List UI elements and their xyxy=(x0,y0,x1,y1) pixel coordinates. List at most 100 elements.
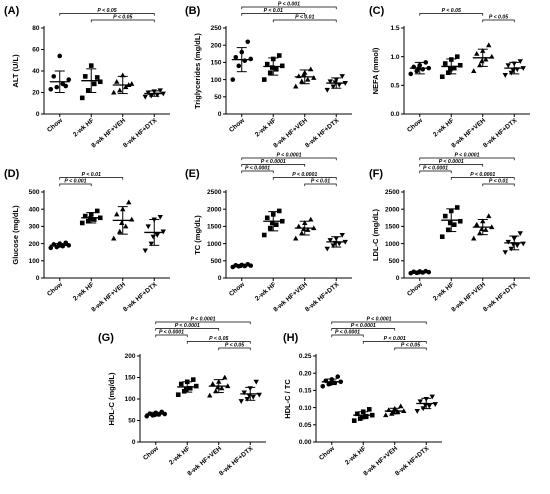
data-point xyxy=(114,78,120,84)
p-value-label: P < 0.0001 xyxy=(470,172,495,178)
p-value-label: P < 0.0001 xyxy=(245,166,270,172)
data-point xyxy=(483,227,489,232)
y-axis-title: TC (mg/dL) xyxy=(193,215,202,255)
data-point xyxy=(305,227,311,232)
data-point xyxy=(273,66,279,72)
y-tick-label: 1.5 xyxy=(390,25,399,32)
data-point xyxy=(454,205,460,210)
y-tick-label: 500 xyxy=(211,258,222,265)
data-point xyxy=(269,65,275,70)
data-point xyxy=(51,74,57,79)
data-point xyxy=(82,74,88,79)
data-point xyxy=(267,70,273,76)
data-point xyxy=(193,383,199,389)
data-point xyxy=(148,241,154,247)
y-axis-title: Triglycerides (mg/dL) xyxy=(193,33,202,109)
data-point xyxy=(517,231,523,237)
data-point xyxy=(154,233,160,238)
y-tick-label: 500 xyxy=(389,258,400,265)
p-value-label: P < 0.05 xyxy=(489,15,508,21)
data-point xyxy=(293,83,299,89)
p-value-label: P < 0.0001 xyxy=(366,317,391,323)
data-point xyxy=(85,88,91,93)
data-point xyxy=(253,379,259,385)
data-point xyxy=(63,240,69,246)
p-value-label: P < 0.0001 xyxy=(261,159,286,165)
x-category-label: 8-wk HF+DTX xyxy=(122,281,159,314)
y-tick-label: 1000 xyxy=(207,241,222,248)
data-point xyxy=(445,227,451,233)
significance-bracket xyxy=(482,19,515,23)
data-point xyxy=(82,213,88,219)
data-point xyxy=(66,77,72,82)
p-value-label: P < 0.0001 xyxy=(454,153,479,159)
x-category-label: 2-wk HF xyxy=(254,281,278,302)
panels-group: (A) ALT (U/L) 0 20 40 60 80 Chow 2-wk HF 8-wk HF+… xyxy=(4,2,530,478)
data-point xyxy=(502,250,508,255)
y-tick-label: 0.00 xyxy=(299,439,312,446)
significance-bracket xyxy=(331,321,427,325)
data-point xyxy=(250,394,256,400)
data-point xyxy=(330,84,336,90)
p-value-label: P < 0.0001 xyxy=(190,317,215,323)
significance-bracket xyxy=(59,177,124,180)
data-point xyxy=(442,61,448,66)
data-point xyxy=(51,242,57,247)
data-point xyxy=(111,235,117,241)
significance-bracket xyxy=(90,19,155,23)
y-tick-label: 200 xyxy=(211,42,222,49)
x-category-label: 2-wk HF xyxy=(432,281,456,302)
data-point xyxy=(439,74,445,80)
p-value-label: P < 0.01 xyxy=(311,179,330,185)
data-point xyxy=(63,83,69,89)
x-category-label: Chow xyxy=(142,445,161,462)
y-axis-title: Glucose (mg/dL) xyxy=(11,205,20,265)
significance-bracket xyxy=(362,341,427,344)
data-point xyxy=(159,409,165,415)
data-point xyxy=(145,90,151,96)
data-point xyxy=(471,68,477,73)
data-point xyxy=(447,220,453,226)
p-value-label: P < 0.05 xyxy=(401,343,420,349)
significance-bracket xyxy=(419,13,484,16)
data-point xyxy=(114,211,120,217)
data-point xyxy=(157,214,163,220)
data-point xyxy=(308,66,314,72)
data-point xyxy=(363,413,369,419)
data-point xyxy=(187,385,193,391)
data-point xyxy=(451,222,457,227)
x-category-label: Chow xyxy=(46,117,65,134)
x-category-label: 2-wk HF xyxy=(344,445,368,466)
x-category-label: 8-wk HF+DTX xyxy=(304,117,341,150)
chart-panel-3: (C) NEFA (mmol) 0.0 0.5 1.0 1.5 Chow 2-wk HF 8-w… xyxy=(369,5,530,150)
significance-bracket xyxy=(241,164,306,167)
x-category-label: 8-wk HF+DTX xyxy=(122,117,159,150)
significance-bracket xyxy=(304,183,337,187)
data-point xyxy=(261,232,267,238)
data-point xyxy=(335,374,341,379)
x-category-label: Chow xyxy=(228,117,247,134)
y-tick-label: 0 xyxy=(396,275,400,282)
significance-bracket xyxy=(155,334,188,338)
y-tick-label: 2000 xyxy=(207,206,222,213)
y-tick-label: 200 xyxy=(29,241,40,248)
data-point xyxy=(245,39,251,45)
x-category-label: 8-wk HF+DTX xyxy=(394,445,431,478)
p-value-label: P < 0.05 xyxy=(225,343,244,349)
significance-bracket xyxy=(59,183,92,187)
data-point xyxy=(94,208,100,214)
data-point xyxy=(517,59,523,65)
p-value-label: P < 0.01 xyxy=(264,8,283,14)
p-value-label: P < 0.01 xyxy=(295,15,314,21)
x-category-label: Chow xyxy=(406,117,425,134)
significance-bracket xyxy=(272,19,337,23)
y-axis-title: HDL-C / TC xyxy=(283,379,292,419)
data-point xyxy=(336,82,342,88)
y-tick-label: 1500 xyxy=(385,224,400,231)
data-point xyxy=(327,238,333,243)
x-category-label: 8-wk HF+DTX xyxy=(482,281,519,314)
data-point xyxy=(54,84,60,90)
data-point xyxy=(508,246,514,252)
y-tick-label: 80 xyxy=(32,25,40,32)
x-category-label: Chow xyxy=(46,281,65,298)
